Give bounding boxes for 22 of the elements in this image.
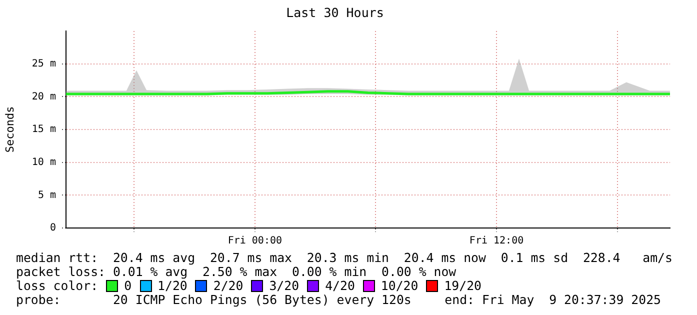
text: probe: 20 ICMP Echo Pings (56 Bytes) every 120s [16,292,412,307]
legend-label: 1/20 [158,278,188,293]
legend-label: 19/20 [444,278,482,293]
text: end: Fri May 9 20:37:39 2025 [444,292,661,307]
legend-label: 10/20 [380,278,418,293]
legend-label: 0 [124,278,132,293]
y-tick-label: 0 [50,222,56,234]
chart-title: Last 30 Hours [286,4,384,20]
x-tick-label: Fri 00:00 [228,236,282,247]
text: median rtt: 20.4 ms avg 20.7 ms max 20.3 ms min 20.4 ms now 0.1 ms sd 228.4 am/s [16,250,674,265]
legend-title: loss color: [16,278,98,293]
x-tick-label: Fri 12:00 [469,236,524,247]
y-tick-label: 20 m [32,91,56,102]
legend-label: 3/20 [269,278,300,293]
y-tick-label: 15 m [32,124,56,136]
y-tick-label: 5 m [38,190,56,201]
legend-label: 4/20 [325,278,355,293]
y-tick-label: 25 m [32,58,56,70]
legend-label: 2/20 [213,278,244,293]
text: packet loss: 0.01 % avg 2.50 % max 0.00 % min 0.00 % now [16,264,458,279]
y-axis-title: Seconds [3,106,16,153]
y-tick-label: 10 m [32,156,56,168]
